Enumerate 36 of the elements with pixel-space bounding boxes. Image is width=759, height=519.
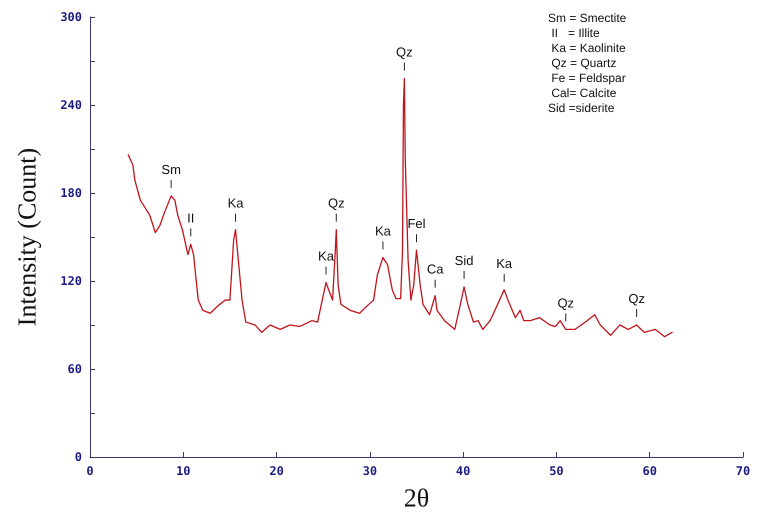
annotation: II	[187, 210, 194, 226]
x-tick-label: 60	[642, 464, 657, 478]
annotation: Sid =siderite	[548, 101, 615, 115]
y-tick-label: 180	[60, 186, 82, 200]
x-tick-label: 10	[176, 464, 191, 478]
annotation: Ka	[228, 196, 244, 211]
annotation: Ka	[496, 256, 513, 271]
annotation: Qz	[396, 44, 413, 60]
annotation: Qz	[328, 196, 345, 211]
annotation: Fel	[407, 216, 426, 232]
annotation: Sid	[454, 252, 474, 268]
x-tick-label: 20	[269, 464, 284, 478]
y-tick-label: 120	[60, 274, 82, 288]
annotation: Sm = Smectite	[548, 11, 627, 25]
y-tick-label: 0	[74, 450, 82, 464]
x-tick-label: 0	[86, 464, 94, 478]
annotation: Ka	[374, 224, 392, 239]
annotation: Cal= Calcite	[548, 86, 617, 100]
x-axis-title: 2θ	[404, 484, 430, 512]
x-tick-label: 30	[362, 464, 378, 478]
annotation: Fe = Feldspar	[548, 71, 626, 85]
x-tick-label: 70	[736, 464, 750, 478]
y-axis-title: Intensity (Count)	[12, 148, 42, 326]
y-tick-label: 60	[68, 362, 82, 376]
annotation: Ca	[426, 262, 444, 277]
annotation: Sm	[161, 162, 181, 177]
x-tick-label: 50	[549, 464, 564, 478]
annotation: Qz	[628, 291, 645, 306]
annotation: Qz	[557, 295, 574, 310]
annotation: II = Illite	[548, 26, 600, 40]
y-tick-label: 300	[60, 10, 82, 24]
x-tick-label: 40	[456, 464, 470, 478]
y-tick-label: 240	[60, 98, 82, 112]
annotation: Ka = Kaolinite	[548, 41, 626, 55]
annotation: Ka	[318, 248, 335, 264]
annotation: Qz = Quartz	[548, 56, 616, 70]
